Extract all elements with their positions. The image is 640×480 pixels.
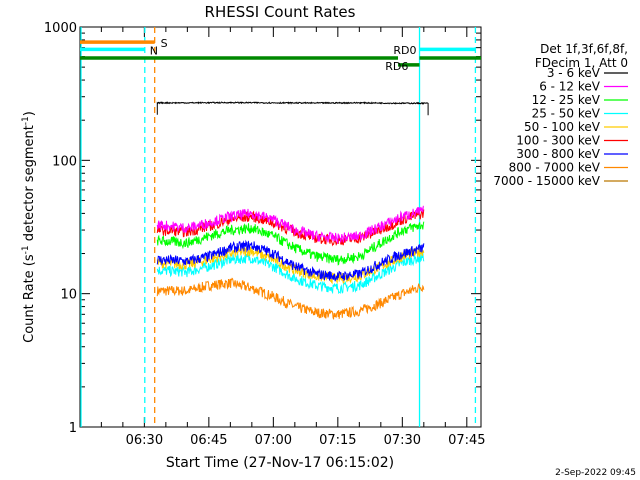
x-axis-label: Start Time (27-Nov-17 06:15:02) (166, 455, 394, 471)
x-tick-label: 06:45 (190, 433, 227, 448)
series-line-3 (156, 251, 425, 295)
x-tick-label: 07:15 (319, 433, 356, 448)
x-tick-label: 07:00 (255, 433, 292, 448)
legend-entry-label: 100 - 300 keV (516, 134, 600, 148)
series-line-6 (156, 239, 425, 282)
plot-frame (79, 26, 482, 428)
y-tick-label: 1 (69, 421, 77, 436)
y-tick-label: 1000 (44, 21, 77, 36)
legend-entry-label: 7000 - 15000 keV (493, 174, 600, 188)
state-bar-label: N (150, 44, 158, 57)
y-axis-label-mid: detector segment (22, 125, 37, 245)
series-group (156, 101, 429, 320)
y-axis-label-main: Count Rate (s (22, 254, 37, 343)
x-tick-label: 07:45 (448, 433, 485, 448)
date-stamp: 2-Sep-2022 09:45 (555, 468, 636, 478)
series-line-2 (156, 221, 425, 266)
legend-entry-label: 12 - 25 keV (532, 93, 601, 107)
y-axis-label-end: ) (22, 111, 37, 116)
state-bar-label: S (161, 37, 168, 50)
chart-title: RHESSI Count Rates (205, 3, 356, 21)
marker-lines (80, 27, 481, 427)
y-axis-label: Count Rate (s-1 detector segment-1) (21, 111, 37, 343)
axis-ticks: 1 10 100 1000 06:30 06:45 07:00 07:15 07:30 07:45 (44, 21, 486, 448)
legend-entry-label: 3 - 6 keV (547, 66, 601, 80)
x-tick-label: 07:30 (384, 433, 421, 448)
legend-entry-label: 25 - 50 keV (532, 107, 601, 121)
legend-entry-label: 800 - 7000 keV (509, 161, 601, 175)
state-bar-label: RD0 (393, 44, 416, 57)
legend-header-line-1: Det 1f,3f,6f,8f, (540, 42, 628, 56)
y-tick-label: 100 (52, 154, 77, 169)
y-axis-label-sup-1: -1 (21, 245, 31, 254)
x-tick-label: 06:30 (126, 433, 163, 448)
y-axis-label-sup-2: -1 (21, 116, 31, 125)
state-bar-label: RD6 (385, 60, 408, 73)
y-tick-label: 10 (60, 288, 77, 303)
legend-entry-label: 6 - 12 keV (539, 80, 601, 94)
legend-header-line-2: FDecim 1, Att 0 (535, 56, 628, 70)
bar-labels: SN RD0 RD6 (150, 37, 417, 73)
legend-entry-label: 300 - 800 keV (516, 147, 600, 161)
series-line-7 (156, 277, 425, 320)
legend-entry-label: 50 - 100 keV (524, 120, 601, 134)
series-line-1 (156, 205, 424, 244)
series-line-0 (156, 101, 429, 116)
